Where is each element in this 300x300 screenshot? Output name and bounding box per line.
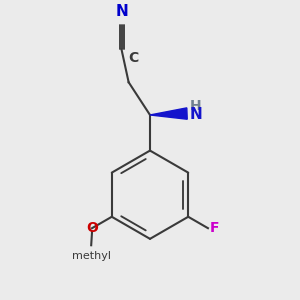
Polygon shape [150,108,187,119]
Text: O: O [86,221,98,235]
Text: F: F [210,221,220,235]
Text: methyl: methyl [72,251,111,261]
Text: H: H [189,99,201,112]
Text: N: N [189,107,202,122]
Text: C: C [128,51,138,65]
Text: N: N [115,4,128,19]
